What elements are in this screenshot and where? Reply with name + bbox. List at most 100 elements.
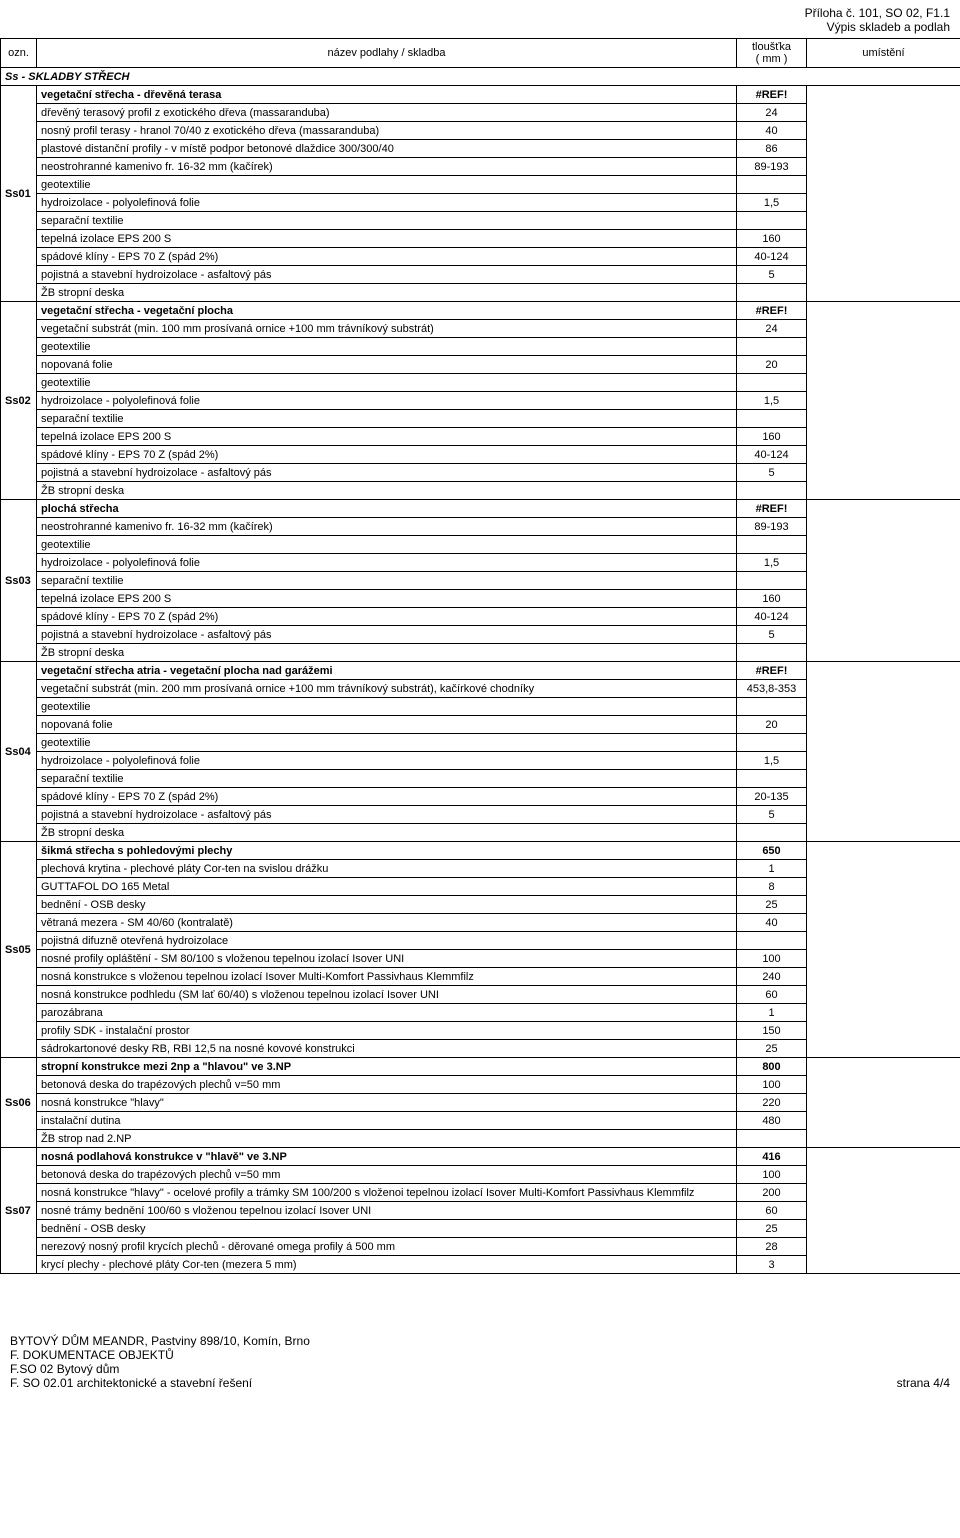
row-mm: 20 (737, 716, 807, 734)
row-name: nosné trámy bednění 100/60 s vloženou te… (37, 1202, 737, 1220)
row-name: spádové klíny - EPS 70 Z (spád 2%) (37, 248, 737, 266)
umisteni-cell (807, 1058, 960, 1148)
row-name: nosná konstrukce "hlavy" (37, 1094, 737, 1112)
row-mm: 200 (737, 1184, 807, 1202)
row-mm: 100 (737, 950, 807, 968)
row-mm: 220 (737, 1094, 807, 1112)
skladby-table: ozn. název podlahy / skladba tloušťka ( … (0, 38, 960, 1274)
group-title: vegetační střecha atria - vegetační ploc… (37, 662, 737, 680)
row-mm: 453,8-353 (737, 680, 807, 698)
row-mm: 3 (737, 1256, 807, 1274)
row-mm: 5 (737, 626, 807, 644)
hdr-name: název podlahy / skladba (37, 39, 737, 68)
row-name: nosný profil terasy - hranol 70/40 z exo… (37, 122, 737, 140)
row-name: pojistná a stavební hydroizolace - asfal… (37, 464, 737, 482)
group-title-row: Ss07nosná podlahová konstrukce v "hlavě"… (1, 1148, 960, 1166)
row-name: ŽB stropní deska (37, 284, 737, 302)
footer-line4: F. SO 02.01 architektonické a stavební ř… (10, 1376, 950, 1390)
row-mm (737, 212, 807, 230)
group-title-mm: 416 (737, 1148, 807, 1166)
group-title-row: Ss06stropní konstrukce mezi 2np a "hlavo… (1, 1058, 960, 1076)
row-name: separační textilie (37, 212, 737, 230)
row-mm: 60 (737, 986, 807, 1004)
row-name: neostrohranné kamenivo fr. 16-32 mm (kač… (37, 518, 737, 536)
row-mm: 5 (737, 266, 807, 284)
row-name: nopovaná folie (37, 716, 737, 734)
row-mm: 25 (737, 896, 807, 914)
group-title-mm: #REF! (737, 662, 807, 680)
row-name: tepelná izolace EPS 200 S (37, 230, 737, 248)
row-mm: 8 (737, 878, 807, 896)
row-name: větraná mezera - SM 40/60 (kontralatě) (37, 914, 737, 932)
row-name: tepelná izolace EPS 200 S (37, 590, 737, 608)
row-name: ŽB stropní deska (37, 482, 737, 500)
group-title: plochá střecha (37, 500, 737, 518)
umisteni-cell (807, 1148, 960, 1274)
row-mm (737, 410, 807, 428)
row-mm: 1,5 (737, 554, 807, 572)
row-name: nosná konstrukce "hlavy" - ocelové profi… (37, 1184, 737, 1202)
row-mm (737, 284, 807, 302)
group-title-row: Ss02vegetační střecha - vegetační plocha… (1, 302, 960, 320)
row-name: plechová krytina - plechové pláty Cor-te… (37, 860, 737, 878)
row-mm: 480 (737, 1112, 807, 1130)
row-name: separační textilie (37, 572, 737, 590)
row-name: hydroizolace - polyolefinová folie (37, 194, 737, 212)
row-name: geotextilie (37, 374, 737, 392)
row-mm: 60 (737, 1202, 807, 1220)
row-name: nosná konstrukce s vloženou tepelnou izo… (37, 968, 737, 986)
row-mm: 25 (737, 1040, 807, 1058)
header-line2: Výpis skladeb a podlah (0, 20, 950, 34)
row-mm: 89-193 (737, 158, 807, 176)
row-name: neostrohranné kamenivo fr. 16-32 mm (kač… (37, 158, 737, 176)
group-title-row: Ss05šikmá střecha s pohledovými plechy65… (1, 842, 960, 860)
section-row: Ss - SKLADBY STŘECH (1, 68, 960, 86)
row-mm (737, 770, 807, 788)
umisteni-cell (807, 662, 960, 842)
row-mm (737, 374, 807, 392)
hdr-um: umístění (807, 39, 960, 68)
group-title: stropní konstrukce mezi 2np a "hlavou" v… (37, 1058, 737, 1076)
row-mm: 5 (737, 806, 807, 824)
row-name: geotextilie (37, 176, 737, 194)
row-name: geotextilie (37, 734, 737, 752)
row-name: geotextilie (37, 338, 737, 356)
footer-line1: BYTOVÝ DŮM MEANDR, Pastviny 898/10, Komí… (10, 1334, 950, 1348)
row-name: bednění - OSB desky (37, 896, 737, 914)
group-title-row: Ss03plochá střecha#REF! (1, 500, 960, 518)
row-mm: 86 (737, 140, 807, 158)
ozn-cell: Ss04 (1, 662, 37, 842)
row-name: ŽB strop nad 2.NP (37, 1130, 737, 1148)
row-mm (737, 644, 807, 662)
row-name: pojistná difuzně otevřená hydroizolace (37, 932, 737, 950)
row-mm: 25 (737, 1220, 807, 1238)
row-name: krycí plechy - plechové pláty Cor-ten (m… (37, 1256, 737, 1274)
group-title: vegetační střecha - dřevěná terasa (37, 86, 737, 104)
ozn-cell: Ss02 (1, 302, 37, 500)
umisteni-cell (807, 842, 960, 1058)
row-mm (737, 482, 807, 500)
row-mm (737, 1130, 807, 1148)
row-mm: 150 (737, 1022, 807, 1040)
group-title-row: Ss04vegetační střecha atria - vegetační … (1, 662, 960, 680)
row-mm: 1,5 (737, 752, 807, 770)
row-name: vegetační substrát (min. 200 mm prosívan… (37, 680, 737, 698)
row-name: pojistná a stavební hydroizolace - asfal… (37, 626, 737, 644)
row-mm: 1,5 (737, 194, 807, 212)
group-title-mm: #REF! (737, 302, 807, 320)
group-title-row: Ss01vegetační střecha - dřevěná terasa#R… (1, 86, 960, 104)
group-title: vegetační střecha - vegetační plocha (37, 302, 737, 320)
row-mm: 5 (737, 464, 807, 482)
row-name: vegetační substrát (min. 100 mm prosívan… (37, 320, 737, 338)
row-mm: 160 (737, 590, 807, 608)
row-mm: 24 (737, 104, 807, 122)
row-name: nosné profily opláštění - SM 80/100 s vl… (37, 950, 737, 968)
row-mm (737, 338, 807, 356)
row-mm (737, 932, 807, 950)
row-mm: 160 (737, 230, 807, 248)
row-name: instalační dutina (37, 1112, 737, 1130)
row-name: dřevěný terasový profil z exotického dře… (37, 104, 737, 122)
row-mm: 24 (737, 320, 807, 338)
row-name: profily SDK - instalační prostor (37, 1022, 737, 1040)
row-mm (737, 734, 807, 752)
